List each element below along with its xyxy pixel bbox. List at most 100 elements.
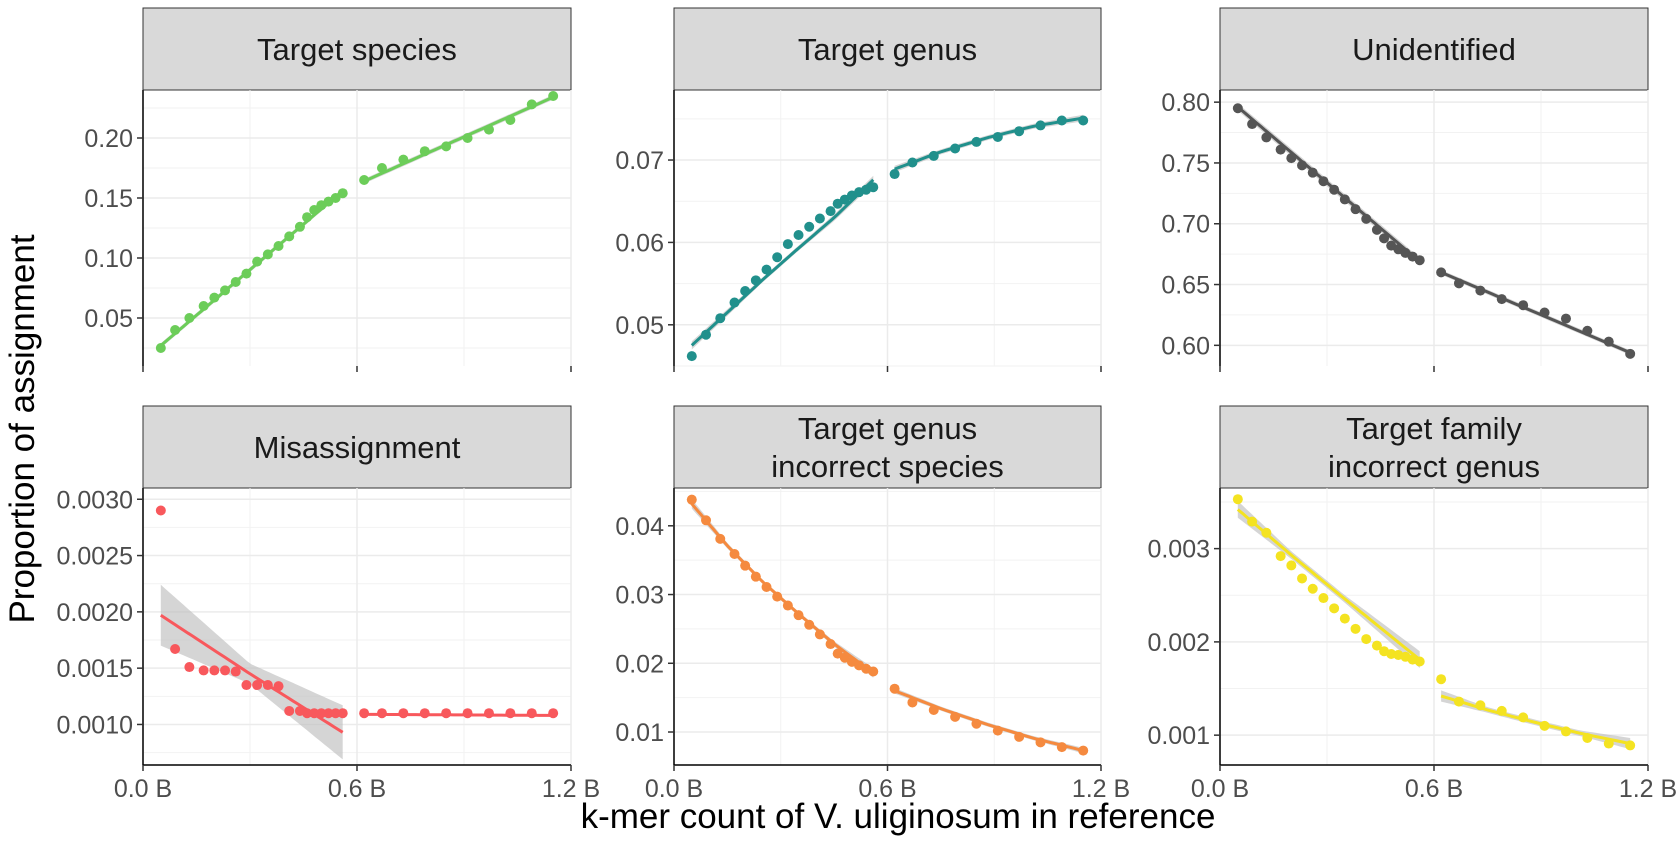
data-point (825, 206, 836, 217)
data-point (337, 708, 348, 719)
y-tick-label: 0.15 (84, 185, 133, 213)
facet-strip (1219, 7, 1649, 91)
data-point (252, 680, 263, 691)
data-point (761, 264, 772, 275)
data-point (198, 665, 209, 676)
data-point (1318, 176, 1329, 187)
data-point (686, 494, 697, 505)
data-point (419, 146, 430, 157)
data-point (1603, 336, 1614, 347)
y-tick-label: 0.06 (615, 229, 664, 257)
data-point (209, 665, 220, 676)
data-point (907, 697, 918, 708)
data-point (1286, 560, 1297, 571)
data-point (1453, 278, 1464, 289)
data-point (309, 708, 320, 719)
data-point (262, 249, 273, 260)
data-point (750, 275, 761, 286)
facet-panels: Target species 0.05 0.10 0.15 0.20 Target gen… (57, 7, 1676, 803)
y-tick-label: 0.003 (1147, 536, 1210, 564)
data-point (462, 708, 473, 719)
confidence-band (894, 688, 1084, 754)
x-axis-title: k-mer count of V. uliginosum in referenc… (581, 797, 1216, 836)
data-point (1339, 613, 1350, 624)
data-point (1247, 516, 1258, 527)
data-point (398, 708, 409, 719)
data-point (505, 708, 516, 719)
data-point (992, 131, 1003, 142)
data-point (971, 136, 982, 147)
data-point (1350, 623, 1361, 634)
data-point (241, 268, 252, 279)
data-point (793, 230, 804, 241)
data-point (170, 644, 181, 655)
data-point (209, 292, 220, 303)
data-point (907, 157, 918, 168)
data-point (761, 581, 772, 592)
data-point (220, 665, 231, 676)
data-point (928, 705, 939, 716)
data-point (1453, 696, 1464, 707)
data-point (772, 591, 783, 602)
data-point (793, 610, 804, 621)
data-point (1056, 742, 1067, 753)
data-point (1371, 640, 1382, 651)
facet-strip (673, 7, 1102, 91)
y-tick-label: 0.0030 (57, 486, 133, 514)
data-point (241, 680, 252, 691)
facet-title: Target genus (798, 411, 977, 446)
y-tick-label: 0.05 (615, 312, 664, 340)
data-point (825, 639, 836, 650)
facet-strip (673, 405, 1102, 489)
data-point (1496, 705, 1507, 716)
data-point (1329, 603, 1340, 614)
data-point (782, 239, 793, 250)
fit-line (363, 95, 554, 183)
data-point (155, 343, 166, 353)
data-point (1475, 700, 1486, 711)
data-point (1436, 674, 1447, 685)
data-point (284, 705, 295, 716)
data-point (294, 221, 305, 232)
data-point (701, 329, 712, 340)
x-tick-label: 1.2 B (1072, 775, 1130, 803)
data-point (1414, 255, 1425, 266)
data-point (220, 285, 231, 296)
fit-line (1440, 694, 1631, 745)
x-tick-label: 0.6 B (328, 775, 386, 803)
data-point (729, 548, 740, 559)
data-point (1014, 126, 1025, 137)
facet-title: incorrect genus (1328, 449, 1540, 484)
data-point (804, 221, 815, 232)
y-tick-label: 0.0010 (57, 711, 133, 739)
facet-title: Unidentified (1352, 32, 1516, 67)
facet-strip (142, 405, 572, 489)
y-tick-label: 0.75 (1161, 150, 1210, 178)
data-point (1318, 593, 1329, 604)
data-point (230, 666, 241, 677)
data-point (1035, 737, 1046, 748)
data-point (992, 725, 1003, 736)
y-tick-label: 0.03 (615, 582, 664, 610)
y-tick-label: 0.001 (1147, 722, 1210, 750)
x-tick-label: 0.6 B (1405, 775, 1463, 803)
data-point (1014, 731, 1025, 742)
data-point (1560, 313, 1571, 324)
data-point (889, 169, 900, 180)
y-tick-label: 0.01 (615, 719, 664, 747)
facet-title: incorrect species (771, 449, 1004, 484)
x-tick-label: 1.2 B (1619, 775, 1676, 803)
x-tick-label: 0.0 B (645, 775, 703, 803)
data-point (548, 91, 559, 101)
y-tick-label: 0.60 (1161, 332, 1210, 360)
fit-line (1236, 105, 1421, 263)
data-point (740, 286, 751, 297)
data-point (950, 143, 961, 154)
data-point (814, 213, 825, 224)
data-point (184, 313, 195, 323)
data-point (1056, 115, 1067, 126)
data-point (868, 666, 879, 677)
data-point (1078, 115, 1089, 126)
data-point (868, 182, 879, 193)
data-point (262, 680, 273, 691)
